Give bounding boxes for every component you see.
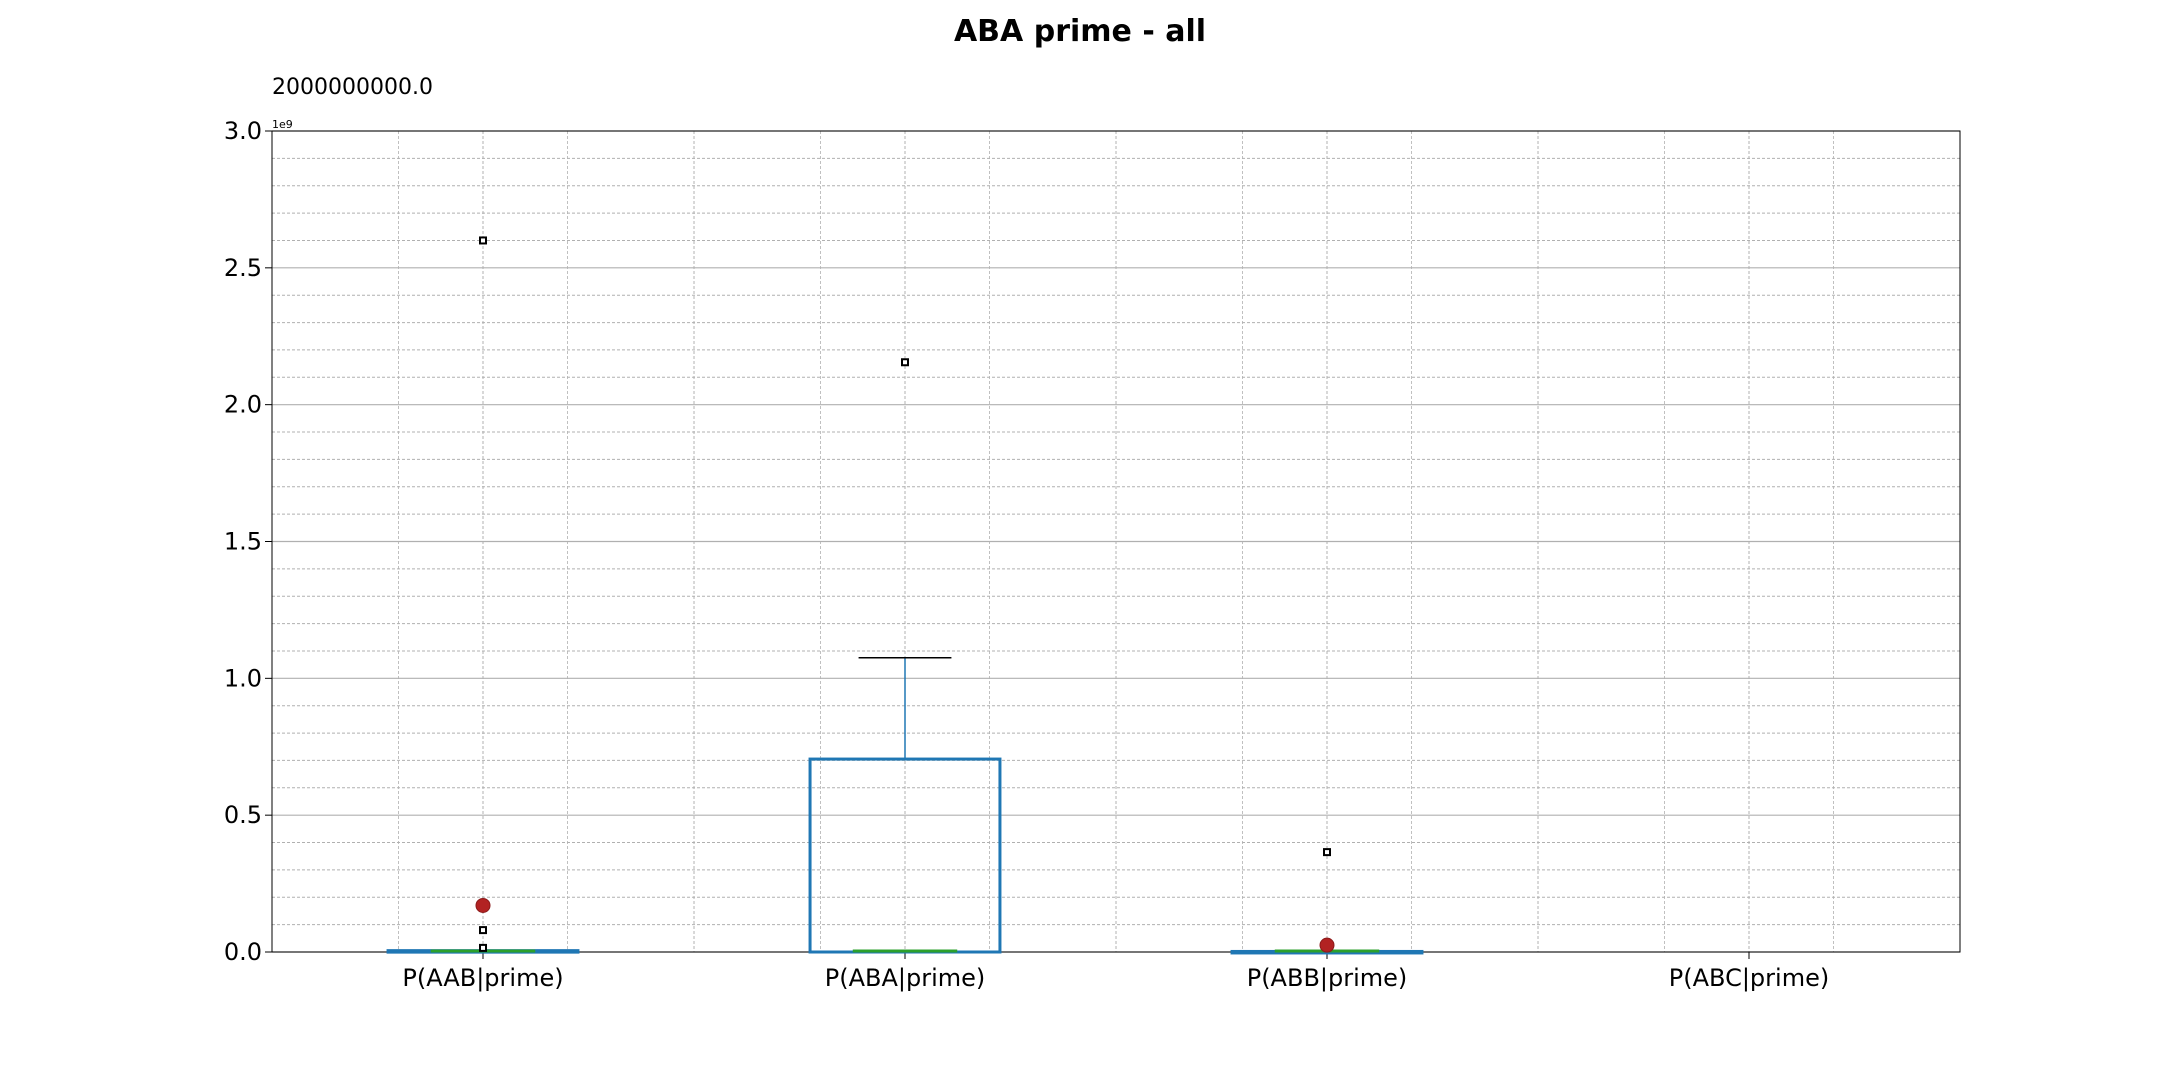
y-tick-label: 1.5 [224,528,262,556]
y-offset-label: 1e9 [272,118,293,131]
flier-point [901,358,909,367]
flier-point [479,236,487,245]
x-tick-label: P(AAB|prime) [402,964,563,992]
chart-title: ABA prime - all [953,14,1207,49]
plot-frame [271,130,1961,953]
flier-point [479,926,487,935]
mean-marker [1319,937,1335,953]
chart-annotation: 2000000000.0 [272,75,433,100]
y-tick-label: 3.0 [224,117,262,145]
y-tick-label: 2.0 [224,391,262,419]
y-tick-label: 0.5 [224,801,262,829]
x-tick-label: P(ABC|prime) [1669,964,1829,992]
y-tick-label: 2.5 [224,254,262,282]
flier-point [1323,848,1331,857]
mean-marker [475,897,491,913]
flier-point [479,943,487,952]
y-tick-label: 0.0 [224,938,262,966]
x-tick-label: P(ABB|prime) [1247,964,1408,992]
y-tick-label: 1.0 [224,664,262,692]
x-tick-label: P(ABA|prime) [825,964,986,992]
